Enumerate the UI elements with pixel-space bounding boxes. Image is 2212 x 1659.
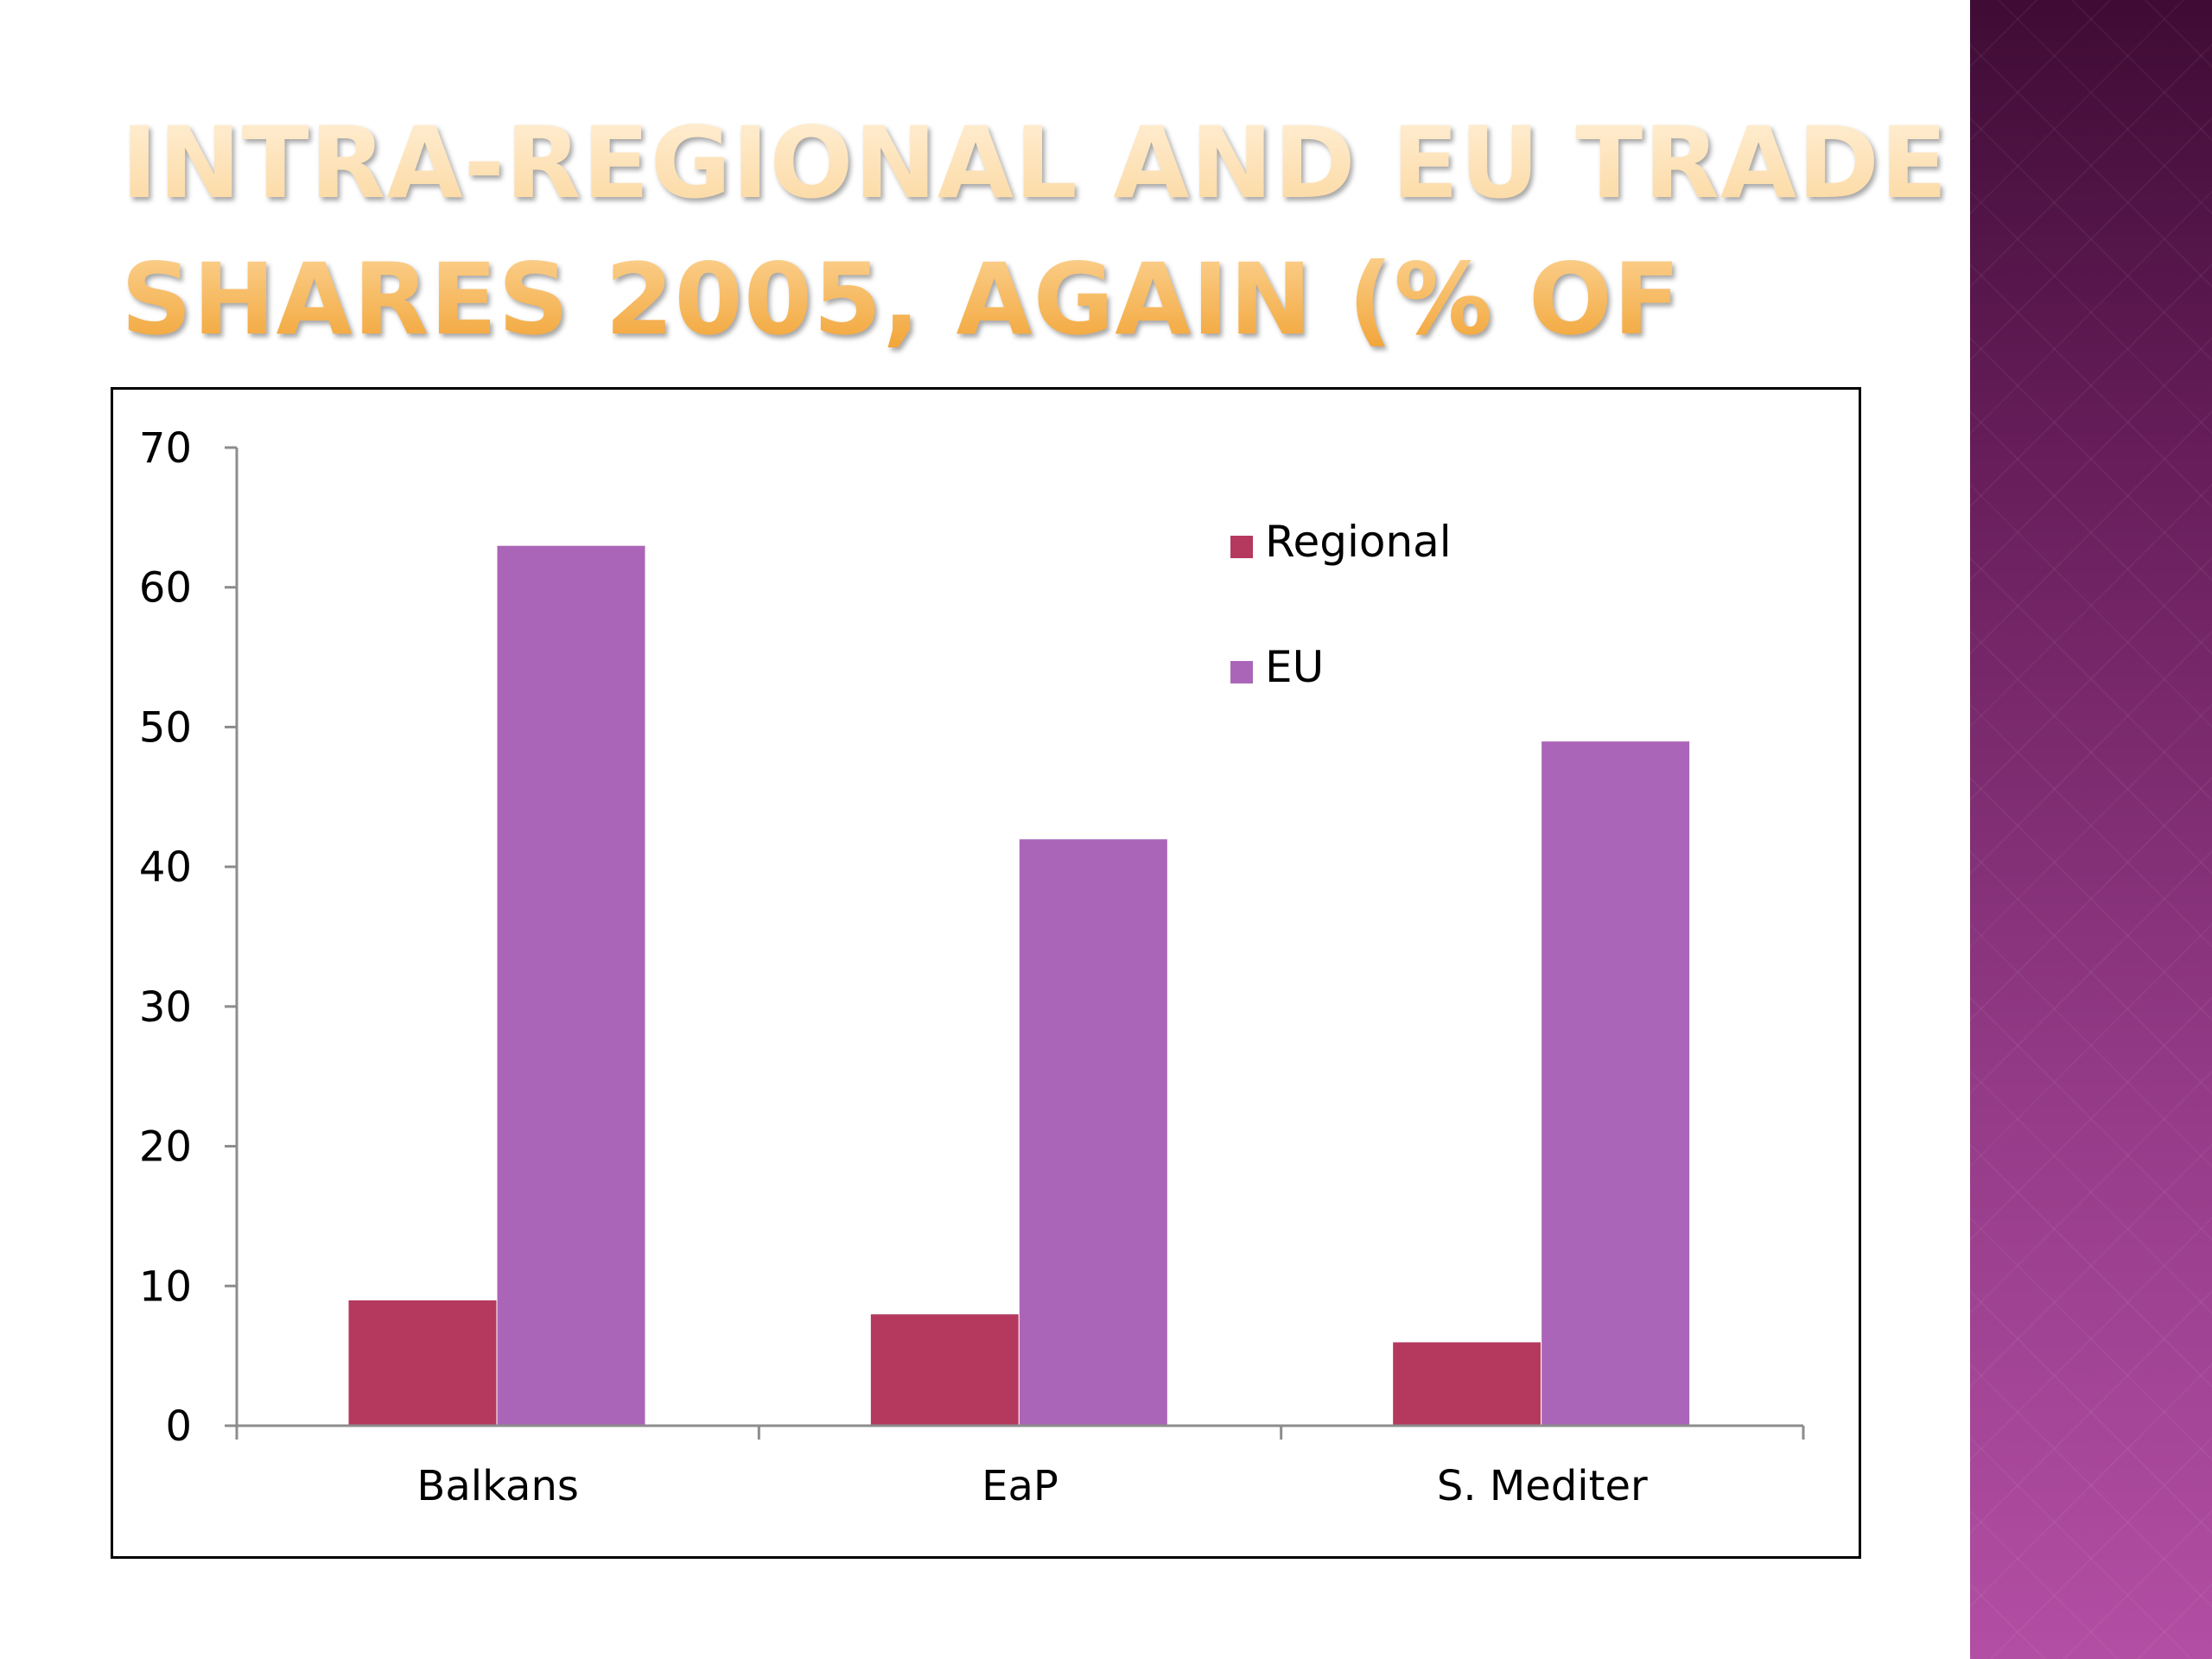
bar-eu-eap	[1018, 838, 1168, 1427]
legend: Regional EU	[1230, 517, 1452, 692]
y-tick-label: 50	[139, 703, 192, 752]
x-labels-layer: Balkans EaP S. Mediter	[235, 1426, 1805, 1510]
legend-swatch-regional	[1230, 536, 1253, 558]
legend-swatch-eu	[1230, 661, 1253, 683]
x-category-label: Balkans	[416, 1462, 578, 1510]
axes-layer	[235, 448, 1803, 1427]
bar-eu-balkans	[496, 544, 646, 1427]
bar-eu-s-mediter	[1541, 741, 1691, 1427]
decorative-side-band	[1970, 0, 2212, 1659]
bars-layer	[347, 544, 1691, 1427]
y-tick-label: 10	[139, 1262, 192, 1311]
y-ticks-layer: 0 10 20 30 40 50 60 70	[139, 424, 237, 1451]
bar-regional-balkans	[347, 1299, 498, 1427]
y-tick-label: 60	[139, 564, 192, 613]
x-category-label: EaP	[982, 1462, 1058, 1510]
bar-regional-s-mediter	[1392, 1341, 1542, 1427]
y-tick-label: 70	[139, 424, 192, 473]
y-tick-label: 20	[139, 1123, 192, 1172]
y-tick-label: 40	[139, 843, 192, 892]
legend-label-regional: Regional	[1265, 517, 1452, 567]
bar-regional-eap	[869, 1313, 1020, 1427]
x-category-label: S. Mediter	[1437, 1462, 1648, 1510]
y-tick-label: 30	[139, 983, 192, 1032]
legend-label-eu: EU	[1265, 642, 1324, 692]
y-tick-label: 0	[165, 1402, 192, 1451]
diamond-pattern	[1970, 0, 2212, 1659]
